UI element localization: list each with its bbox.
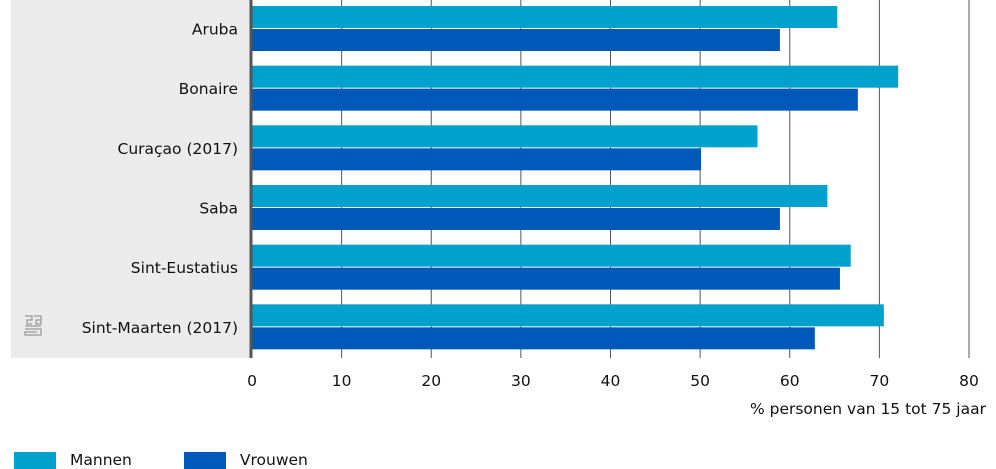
legend: Mannen Vrouwen: [14, 451, 360, 469]
x-axis-title: % personen van 15 tot 75 jaar: [750, 400, 987, 418]
bar-vrouwen: [252, 29, 780, 51]
legend-swatch-mannen: [14, 451, 56, 469]
bar-mannen: [252, 185, 828, 207]
bar-mannen: [252, 6, 838, 28]
x-tick-label: 70: [870, 372, 890, 390]
bar-mannen: [252, 304, 884, 327]
x-tick-label: 60: [780, 372, 800, 390]
bar-vrouwen: [252, 267, 840, 290]
legend-item-mannen: Mannen: [14, 451, 132, 469]
bar-vrouwen: [252, 148, 702, 171]
legend-label-vrouwen: Vrouwen: [239, 451, 308, 469]
legend-label-mannen: Mannen: [70, 451, 132, 469]
category-label: Bonaire: [179, 80, 238, 98]
x-tick-label: 10: [332, 372, 352, 390]
category-panel-background: [11, 0, 251, 358]
category-label: Curaçao (2017): [118, 140, 239, 158]
bar-chart: Aruba Bonaire Curaçao (2017) Saba Sint-Eusta…: [11, 0, 987, 418]
x-tick-label: 80: [959, 372, 979, 390]
bar-mannen: [252, 125, 758, 148]
category-label: Sint-Maarten (2017): [82, 319, 238, 337]
legend-swatch-vrouwen: [183, 451, 226, 469]
x-tick-label: 50: [690, 372, 710, 390]
bars: [252, 6, 899, 350]
bar-vrouwen: [252, 208, 780, 230]
bar-mannen: [252, 244, 851, 267]
x-tick-labels: 0 10 20 30 40 50 60 70 80: [247, 372, 979, 390]
category-labels: Aruba Bonaire Curaçao (2017) Saba Sint-Eusta…: [82, 21, 238, 337]
x-tick-label: 0: [247, 372, 257, 390]
legend-item-vrouwen: Vrouwen: [183, 451, 308, 469]
bar-vrouwen: [252, 88, 858, 111]
cbs-logo-icon: [24, 315, 42, 336]
category-label: Aruba: [192, 21, 238, 39]
x-tick-label: 40: [601, 372, 621, 390]
bar-vrouwen: [252, 327, 815, 350]
bar-mannen: [252, 65, 899, 88]
x-tick-label: 20: [421, 372, 441, 390]
category-label: Sint-Eustatius: [131, 259, 238, 277]
x-tick-label: 30: [511, 372, 531, 390]
gridlines: [341, 0, 970, 358]
category-label: Saba: [199, 200, 238, 218]
